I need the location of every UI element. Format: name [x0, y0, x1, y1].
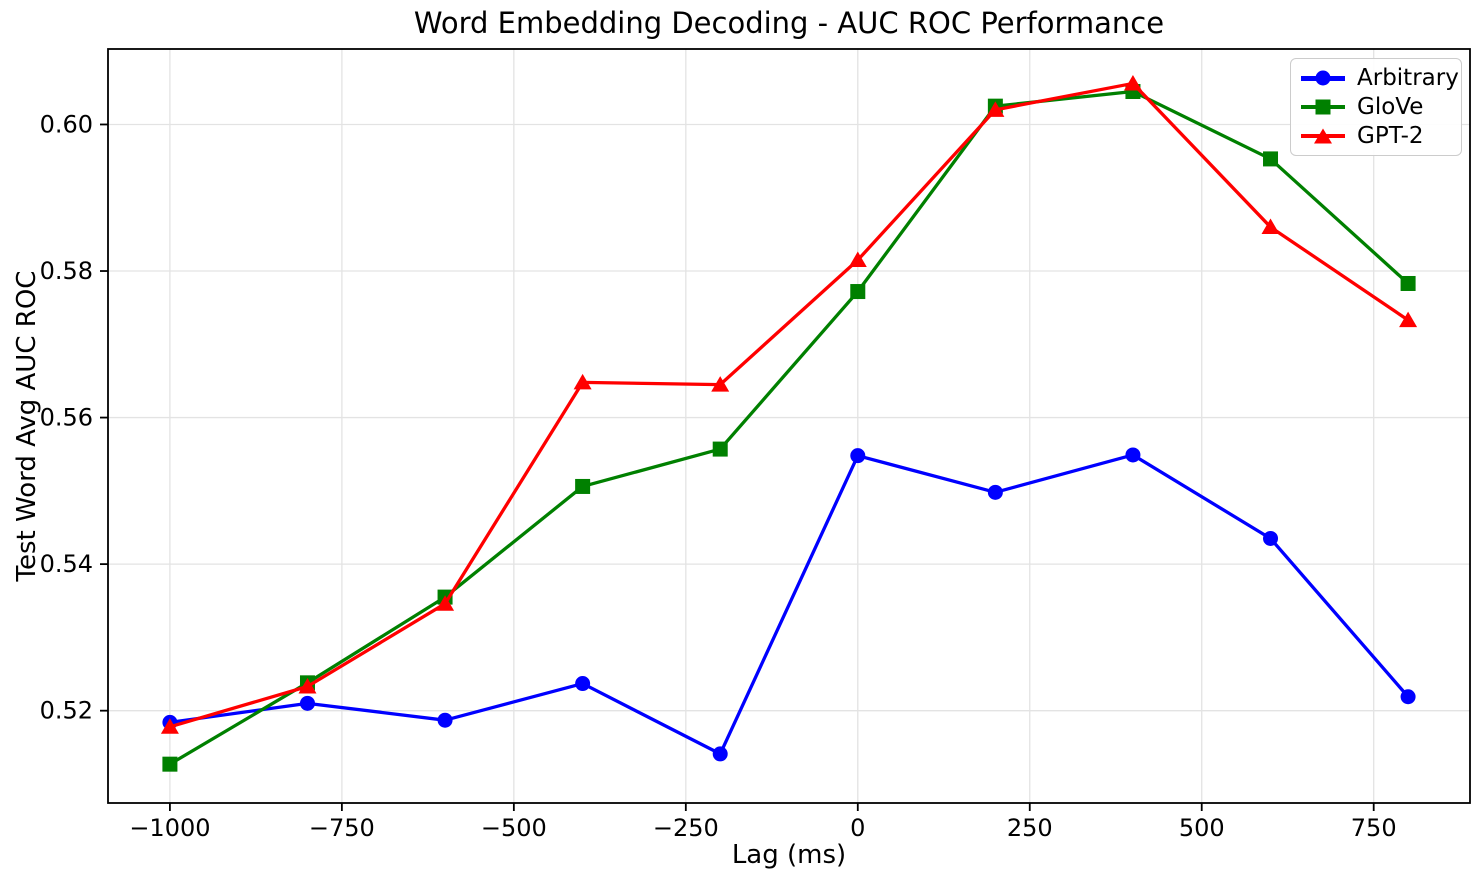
- x-tick-label: 500: [1179, 814, 1225, 842]
- data-point-triangle: [160, 718, 179, 734]
- data-point-square: [162, 756, 178, 772]
- data-point-circle: [1125, 447, 1141, 463]
- data-point-triangle: [1399, 311, 1418, 328]
- data-point-triangle: [436, 595, 455, 611]
- data-point-triangle: [848, 251, 867, 268]
- data-point-triangle: [573, 373, 592, 390]
- y-tick-label: 0.58: [40, 257, 93, 285]
- x-axis-label: Lag (ms): [731, 840, 847, 870]
- legend: Arbitrary GloVe GPT-2: [1290, 58, 1462, 156]
- data-point-square: [1263, 151, 1279, 167]
- data-point-circle: [712, 746, 728, 762]
- x-tick-label: 250: [1007, 814, 1053, 842]
- x-tick-label: −1000: [129, 814, 210, 842]
- data-point-triangle: [1123, 74, 1142, 91]
- data-point-circle: [299, 695, 315, 711]
- x-tick-label: 0: [850, 814, 865, 842]
- chart-title: Word Embedding Decoding - AUC ROC Perfor…: [413, 6, 1165, 40]
- y-axis-label: Test Word Avg AUC ROC: [12, 270, 42, 582]
- y-tick-label: 0.52: [40, 697, 93, 725]
- data-point-circle: [1263, 530, 1279, 546]
- legend-item-arbitrary: Arbitrary: [1301, 64, 1459, 92]
- data-point-triangle: [298, 677, 317, 694]
- data-point-triangle: [1261, 218, 1280, 235]
- series-line-arbitrary: [168, 453, 1410, 756]
- axes-spines: [107, 48, 1471, 804]
- data-point-circle: [987, 484, 1003, 500]
- legend-label: GPT-2: [1357, 122, 1424, 149]
- data-point-circle: [437, 712, 453, 728]
- data-point-square: [850, 284, 866, 300]
- data-point-square: [712, 441, 728, 457]
- legend-label: GloVe: [1357, 93, 1424, 120]
- series-line-glove: [168, 89, 1410, 766]
- legend-marker-triangle-icon: [1301, 126, 1345, 146]
- y-tick-label: 0.56: [40, 404, 93, 432]
- legend-item-glove: GloVe: [1301, 93, 1451, 121]
- y-tick-label: 0.54: [40, 550, 93, 578]
- data-point-circle: [575, 676, 591, 692]
- legend-marker-circle-icon: [1301, 68, 1345, 88]
- x-tick-label: −500: [481, 814, 547, 842]
- series-line-gpt-2: [168, 81, 1410, 729]
- legend-item-gpt2: GPT-2: [1301, 122, 1451, 150]
- x-tick-label: −750: [309, 814, 375, 842]
- data-point-square: [1400, 275, 1416, 291]
- data-point-circle: [1400, 689, 1416, 705]
- data-point-triangle: [711, 376, 730, 392]
- legend-marker-square-icon: [1301, 97, 1345, 117]
- data-point-triangle: [986, 101, 1005, 117]
- x-tick-label: −250: [653, 814, 719, 842]
- y-tick-label: 0.60: [40, 110, 93, 138]
- data-point-circle: [850, 448, 866, 464]
- legend-label: Arbitrary: [1357, 65, 1459, 92]
- x-tick-label: 750: [1351, 814, 1397, 842]
- data-point-square: [575, 478, 591, 494]
